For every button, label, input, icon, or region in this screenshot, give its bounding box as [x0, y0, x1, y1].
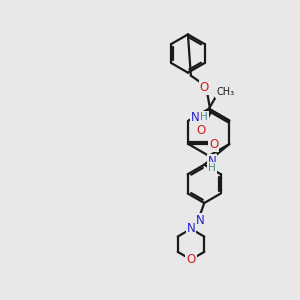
Text: CH₃: CH₃ [216, 87, 234, 98]
Text: H: H [208, 163, 216, 173]
Text: N: N [190, 110, 199, 124]
Text: H: H [200, 112, 208, 122]
Text: N: N [196, 214, 204, 227]
Text: O: O [200, 81, 209, 94]
Text: O: O [186, 253, 196, 266]
Text: N: N [187, 222, 195, 236]
Text: O: O [196, 124, 205, 136]
Text: N: N [208, 155, 216, 168]
Text: O: O [209, 138, 218, 151]
